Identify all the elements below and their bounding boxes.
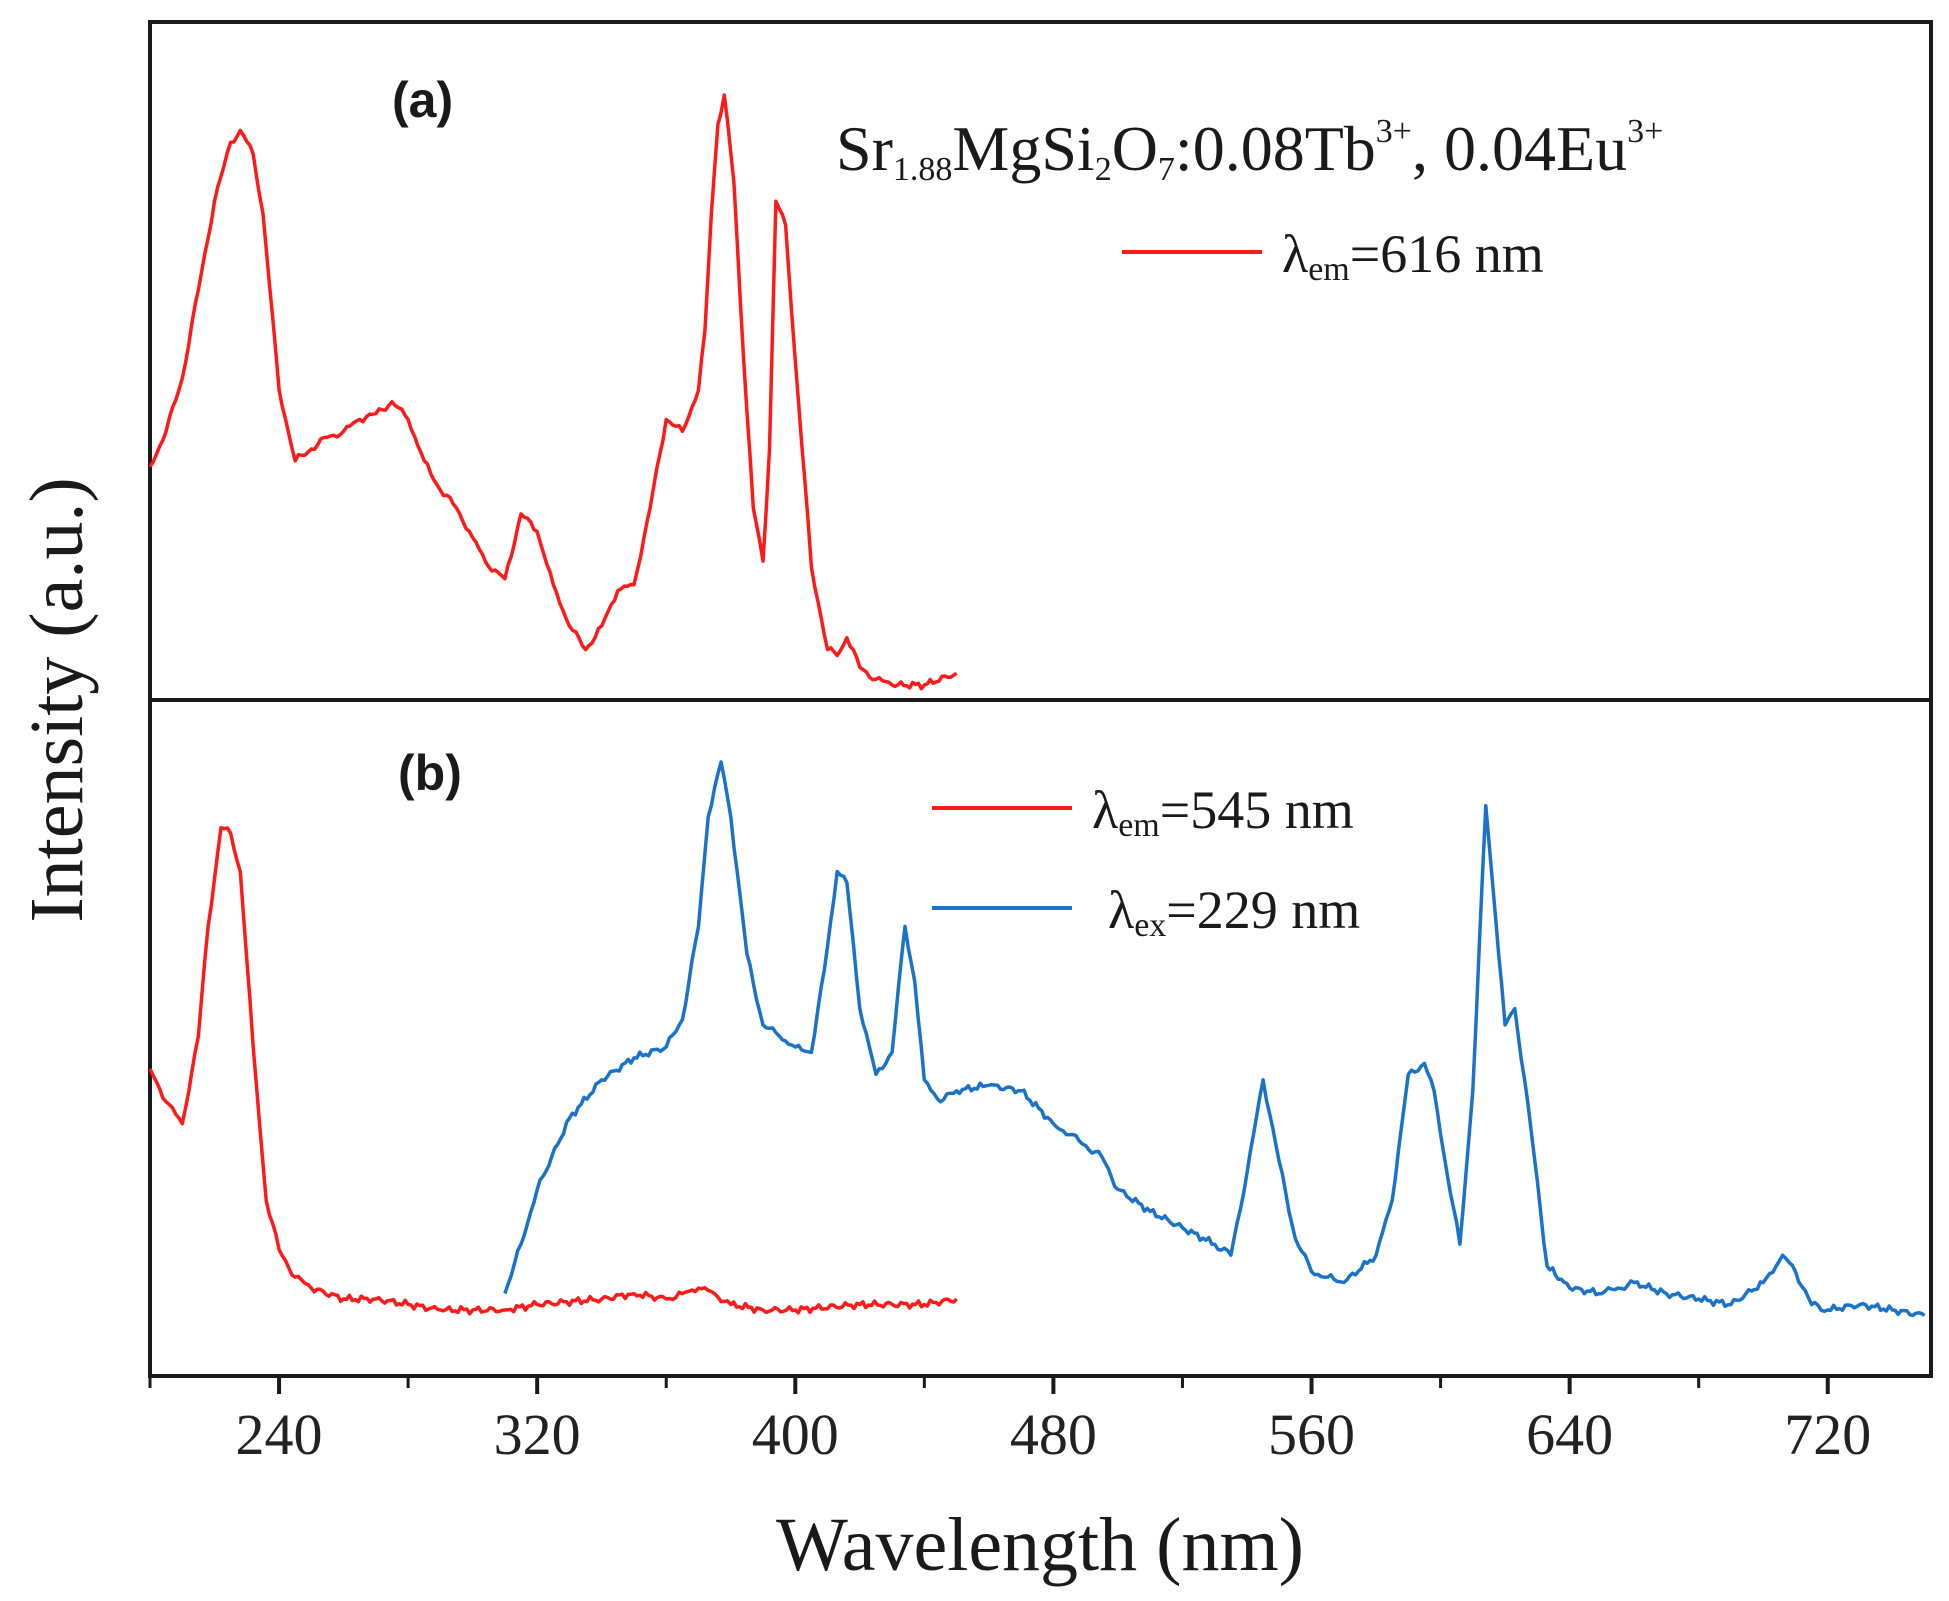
legend-a-sub: em xyxy=(1308,251,1350,288)
legend-b1-label: λem=545 nm xyxy=(1092,780,1354,844)
legend-b1-symbol: λ xyxy=(1092,780,1118,840)
formula-sup-2: 3+ xyxy=(1627,113,1663,150)
legend-a-value: =616 nm xyxy=(1350,224,1544,284)
panel-a-label: (a) xyxy=(392,72,453,128)
x-tick-label: 320 xyxy=(494,1402,581,1467)
x-tick-label: 400 xyxy=(752,1402,839,1467)
x-tick-label: 240 xyxy=(236,1402,323,1467)
formula-sup-1: 3+ xyxy=(1376,113,1412,150)
x-axis-title: Wavelength (nm) xyxy=(776,1503,1304,1587)
panel-b-label: (b) xyxy=(398,745,462,801)
formula-mid-3: :0.08Tb xyxy=(1175,113,1376,184)
formula-prefix: Sr xyxy=(836,113,893,184)
legend-b2-value: =229 nm xyxy=(1166,880,1360,940)
series-line-panel-a-1 xyxy=(148,93,958,691)
legend-b2-label: λex=229 nm xyxy=(1108,880,1360,944)
x-tick-label: 560 xyxy=(1268,1402,1355,1467)
series-line-panel-b-1 xyxy=(148,826,958,1316)
series-line-panel-b-2 xyxy=(503,760,1926,1318)
formula-sub-2: 2 xyxy=(1095,151,1112,188)
x-tick-label: 640 xyxy=(1526,1402,1613,1467)
compound-formula: Sr1.88MgSi2O7:0.08Tb3+, 0.04Eu3+ xyxy=(836,113,1663,188)
x-axis-ticks: 240 320 400 480 560 640 720 xyxy=(148,1376,1871,1467)
x-tick-label: 720 xyxy=(1784,1402,1871,1467)
legend-a-label: λem=616 nm xyxy=(1282,224,1544,288)
formula-mid-4: , 0.04Eu xyxy=(1412,113,1627,184)
curves-layer xyxy=(148,93,1926,1318)
x-tick-label: 480 xyxy=(1010,1402,1097,1467)
formula-mid-2: O xyxy=(1112,113,1158,184)
y-axis-title: Intensity (a.u.) xyxy=(15,477,99,922)
formula-sub-1: 1.88 xyxy=(893,151,953,188)
legend-b1-sub: em xyxy=(1118,807,1160,844)
formula-sub-3: 7 xyxy=(1158,151,1175,188)
formula-mid-1: MgSi xyxy=(952,113,1094,184)
legend-b2-sub: ex xyxy=(1134,907,1166,944)
legend-b2-symbol: λ xyxy=(1108,880,1134,940)
legend-a-symbol: λ xyxy=(1282,224,1308,284)
legend-b1-value: =545 nm xyxy=(1160,780,1354,840)
